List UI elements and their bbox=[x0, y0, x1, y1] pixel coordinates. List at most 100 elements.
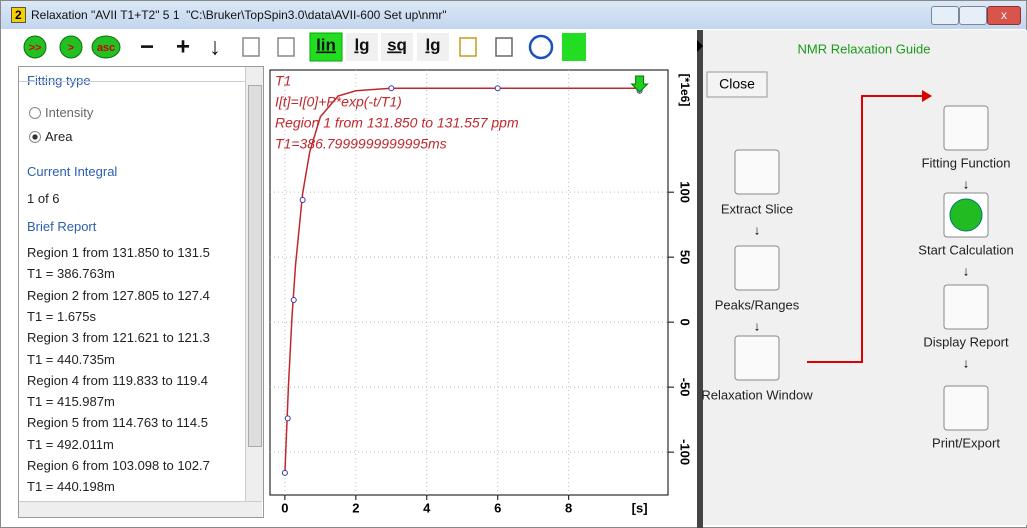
tool-icon[interactable] bbox=[459, 37, 477, 57]
step-icon[interactable] bbox=[734, 335, 780, 381]
y-tick-label: -100 bbox=[678, 439, 693, 465]
tool-icon[interactable] bbox=[495, 37, 513, 57]
integral-value: 1 of 6 bbox=[27, 191, 60, 206]
minimize[interactable] bbox=[931, 6, 959, 25]
data-point bbox=[494, 85, 501, 92]
tool-label: sq bbox=[387, 35, 407, 54]
data-point bbox=[299, 196, 306, 203]
y-tick-label: 100 bbox=[678, 181, 693, 203]
connector bbox=[807, 95, 922, 363]
x-tick-label: 4 bbox=[423, 500, 431, 515]
annotation: I[t]=I[0]+P*exp(-t/T1) bbox=[275, 94, 402, 110]
scroll-thumb[interactable] bbox=[248, 85, 262, 447]
left-panel: Fitting type Current Integral 1 of 6 Bri… bbox=[18, 66, 264, 518]
annotation: T1=386.7999999999995ms bbox=[275, 136, 447, 152]
radio-label: Intensity bbox=[45, 105, 94, 120]
annotation: Region 1 from 131.850 to 131.557 ppm bbox=[275, 115, 519, 131]
annotation: T1 bbox=[275, 73, 291, 89]
flow-arrow: ↓ bbox=[963, 263, 970, 278]
tool-button[interactable] bbox=[417, 33, 449, 61]
data-point bbox=[284, 415, 291, 422]
close-button[interactable] bbox=[706, 71, 768, 98]
tool-label[interactable]: + bbox=[176, 33, 190, 60]
toolbar: >> > asc − + ↓ lin lg sq lg bbox=[23, 32, 586, 62]
tool-button[interactable] bbox=[59, 35, 83, 59]
plot-area bbox=[269, 69, 669, 496]
h-scrollbar[interactable] bbox=[19, 501, 262, 517]
step-label: Fitting Function bbox=[922, 155, 1011, 170]
tool-label: asc bbox=[97, 42, 115, 54]
tool-button[interactable] bbox=[91, 35, 121, 59]
tool-button[interactable] bbox=[309, 32, 343, 62]
group-box bbox=[19, 81, 245, 152]
report-line: T1 = 386.763m bbox=[27, 266, 115, 282]
tool-label: lg bbox=[425, 35, 440, 54]
y-tick-label: 0 bbox=[678, 319, 693, 326]
tool-button[interactable] bbox=[346, 33, 378, 61]
tool-button[interactable] bbox=[381, 33, 413, 61]
tool-label[interactable]: ↓ bbox=[209, 33, 221, 60]
tool-label[interactable]: − bbox=[140, 33, 154, 60]
report-line: T1 = 440.198m bbox=[27, 479, 115, 495]
tool-label: > bbox=[68, 42, 74, 54]
tool-icon[interactable] bbox=[242, 37, 260, 57]
report-line: Region 5 from 114.763 to 114.5 bbox=[27, 415, 208, 431]
x-label: [s] bbox=[632, 500, 648, 515]
badge: 2 bbox=[11, 7, 26, 23]
report-line: Region 1 from 131.850 to 131.5 bbox=[27, 245, 210, 260]
collapse-arrow[interactable] bbox=[697, 40, 703, 52]
step-icon[interactable] bbox=[734, 245, 780, 291]
report-line: T1 = 492.011m bbox=[27, 436, 114, 452]
scrollbar[interactable] bbox=[245, 67, 263, 501]
flow-arrow: ↓ bbox=[963, 355, 970, 370]
info-icon[interactable] bbox=[528, 34, 554, 60]
tool-icon[interactable] bbox=[277, 37, 295, 57]
close-window[interactable]: x bbox=[987, 6, 1021, 25]
data-point bbox=[281, 469, 288, 476]
flow-arrow: ↓ bbox=[754, 222, 761, 237]
step-label: Print/Export bbox=[932, 435, 1000, 450]
step-icon[interactable] bbox=[943, 105, 989, 151]
fit-curve bbox=[284, 87, 640, 473]
guide-panel: NMR Relaxation Guide Close Extract Slice ↓ P… bbox=[697, 30, 1027, 528]
radio[interactable] bbox=[29, 131, 41, 143]
x-tick-label: 6 bbox=[494, 500, 501, 515]
data-point bbox=[290, 297, 297, 304]
group-title: Fitting type bbox=[27, 73, 91, 88]
start-icon bbox=[949, 198, 983, 232]
divider bbox=[697, 30, 703, 528]
flow-arrow: ↓ bbox=[963, 176, 970, 191]
step-label: Relaxation Window bbox=[701, 387, 813, 402]
report-line: T1 = 440.735m bbox=[27, 351, 115, 367]
step-icon[interactable] bbox=[734, 149, 780, 195]
report-line: Region 6 from 103.098 to 102.7 bbox=[27, 458, 210, 473]
radio[interactable] bbox=[29, 107, 41, 119]
y-tick-label: -50 bbox=[678, 378, 693, 397]
step-label: Display Report bbox=[923, 334, 1009, 349]
report-line: T1 = 415.987m bbox=[27, 394, 115, 410]
close-label: Close bbox=[719, 76, 755, 92]
radio-label: Area bbox=[45, 129, 73, 144]
x-tick-label: 2 bbox=[352, 500, 359, 515]
title-bar: 2 Relaxation "AVII T1+T2" 5 1 "C:\Bruker… bbox=[1, 1, 1026, 29]
step-icon[interactable] bbox=[943, 385, 989, 431]
group-title: Current Integral bbox=[27, 164, 118, 179]
step-label: Peaks/Ranges bbox=[715, 297, 800, 312]
step-icon[interactable] bbox=[943, 284, 989, 330]
maximize[interactable] bbox=[959, 6, 987, 25]
tool-label: >> bbox=[29, 42, 42, 54]
tool-label: lin bbox=[316, 35, 336, 54]
guide-title: NMR Relaxation Guide bbox=[798, 41, 931, 56]
report-line: T1 = 1.675s bbox=[27, 308, 97, 324]
x-tick-label: 0 bbox=[281, 500, 288, 515]
report-line: Region 2 from 127.805 to 127.4 bbox=[27, 287, 210, 303]
connector-head bbox=[922, 90, 932, 102]
y-tick-label: 50 bbox=[678, 250, 693, 264]
window-title: Relaxation "AVII T1+T2" 5 1 "C:\Bruker\T… bbox=[31, 8, 447, 22]
tool-icon[interactable] bbox=[562, 33, 586, 61]
group-title: Brief Report bbox=[27, 219, 97, 234]
y-label: [*1e6] bbox=[678, 74, 692, 107]
report-line: Region 4 from 119.833 to 119.4 bbox=[27, 372, 208, 388]
tool-button[interactable] bbox=[23, 35, 47, 59]
